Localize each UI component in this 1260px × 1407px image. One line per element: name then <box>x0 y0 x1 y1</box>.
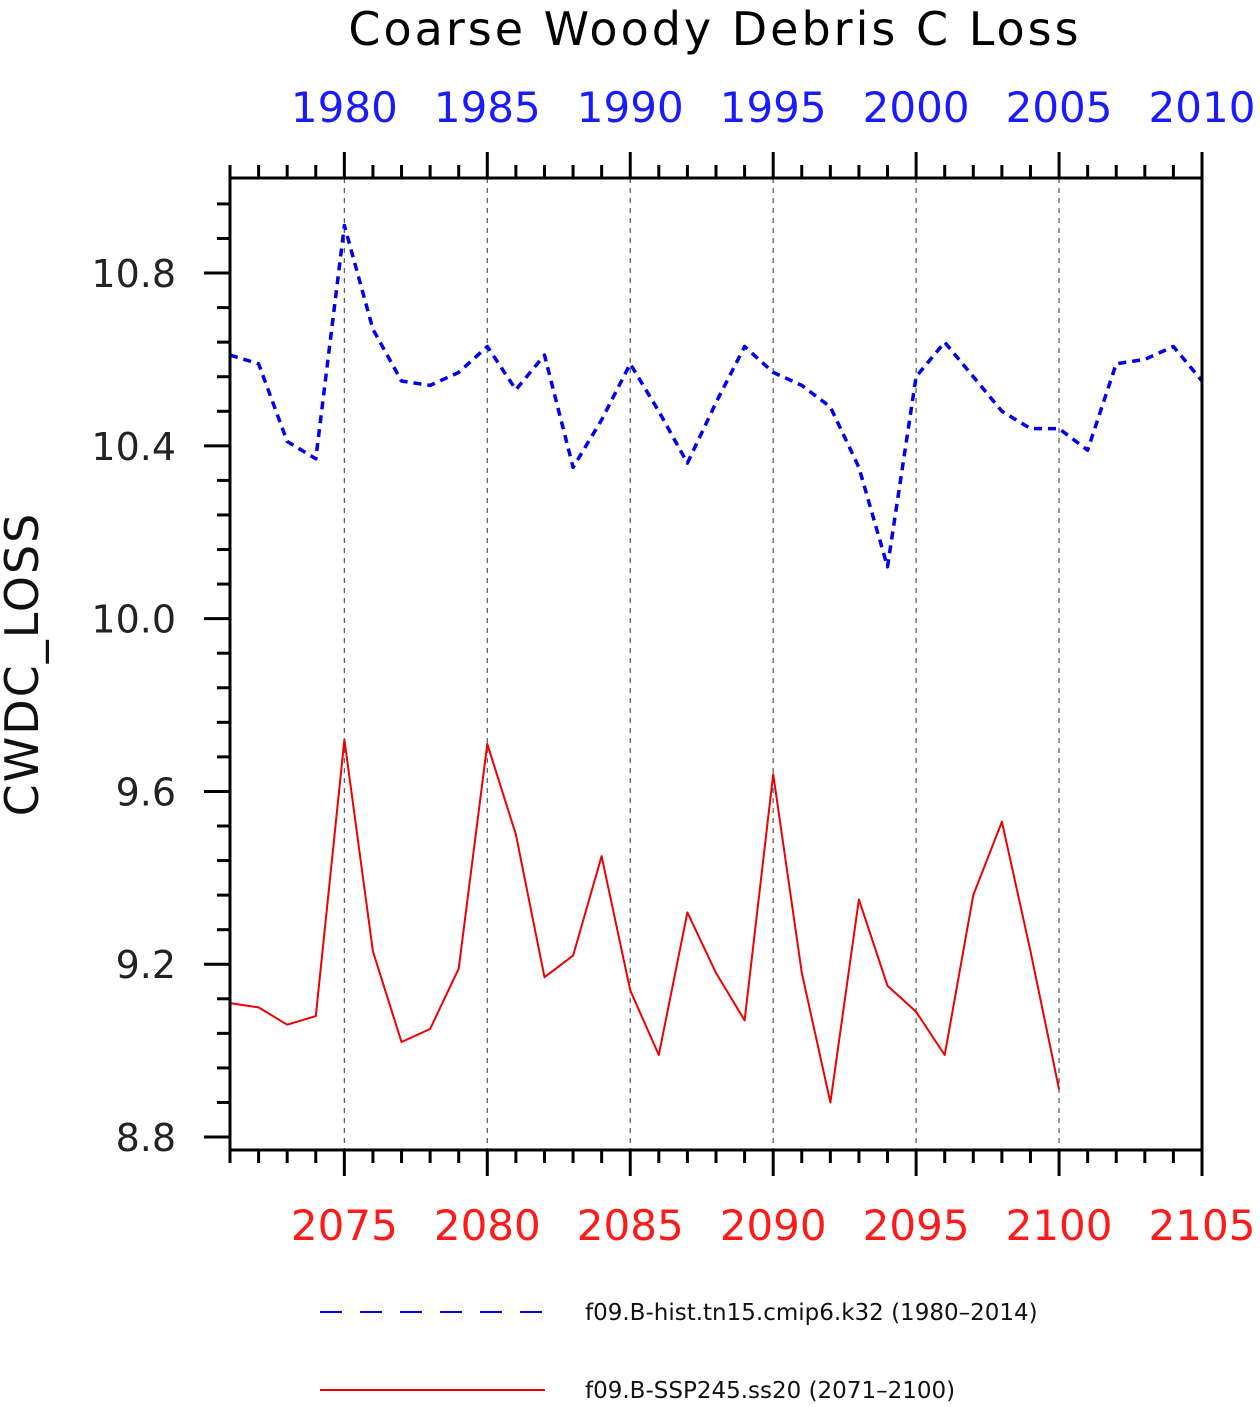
y-tick-label-5: 10.8 <box>91 252 176 296</box>
y-tick-label-0: 8.8 <box>116 1116 176 1160</box>
bottom-tick-label-2090: 2090 <box>720 1201 827 1250</box>
series-layer <box>229 223 1204 1104</box>
top-tick-label-1980: 1980 <box>291 83 398 132</box>
legend: f09.B-hist.tn15.cmip6.k32 (1980–2014) f0… <box>320 1300 1038 1404</box>
legend-label-ssp: f09.B-SSP245.ss20 (2071–2100) <box>585 1378 955 1404</box>
top-axis-tick-labels: 1980 1985 1990 1995 2000 2005 2010 <box>291 83 1256 132</box>
bottom-tick-label-2080: 2080 <box>434 1201 541 1250</box>
y-tick-label-1: 9.2 <box>116 943 176 987</box>
bottom-tick-label-2105: 2105 <box>1149 1201 1256 1250</box>
y-tick-label-3: 10.0 <box>91 598 176 642</box>
bottom-tick-label-2075: 2075 <box>291 1201 398 1250</box>
series-ssp-line <box>229 738 1061 1104</box>
top-tick-label-2005: 2005 <box>1006 83 1113 132</box>
bottom-tick-label-2100: 2100 <box>1006 1201 1113 1250</box>
y-tick-label-2: 9.6 <box>116 770 176 814</box>
top-tick-label-1990: 1990 <box>577 83 684 132</box>
axis-ticks <box>204 152 1204 1176</box>
y-tick-label-4: 10.4 <box>91 425 176 469</box>
y-tick-labels: 8.8 9.2 9.6 10.0 10.4 10.8 <box>91 252 176 1160</box>
y-axis-label: CWDC_LOSS <box>0 512 49 817</box>
top-tick-label-2010: 2010 <box>1149 83 1256 132</box>
top-tick-label-1995: 1995 <box>720 83 827 132</box>
grid-lines <box>343 178 1060 1150</box>
top-tick-label-2000: 2000 <box>863 83 970 132</box>
bottom-tick-label-2095: 2095 <box>863 1201 970 1250</box>
chart-title: Coarse Woody Debris C Loss <box>348 2 1081 56</box>
top-tick-label-1985: 1985 <box>434 83 541 132</box>
bottom-tick-label-2085: 2085 <box>577 1201 684 1250</box>
series-hist-line <box>229 223 1204 569</box>
plot-frame <box>228 176 1204 1152</box>
legend-label-hist: f09.B-hist.tn15.cmip6.k32 (1980–2014) <box>585 1300 1038 1326</box>
bottom-axis-tick-labels: 2075 2080 2085 2090 2095 2100 2105 <box>291 1201 1256 1250</box>
